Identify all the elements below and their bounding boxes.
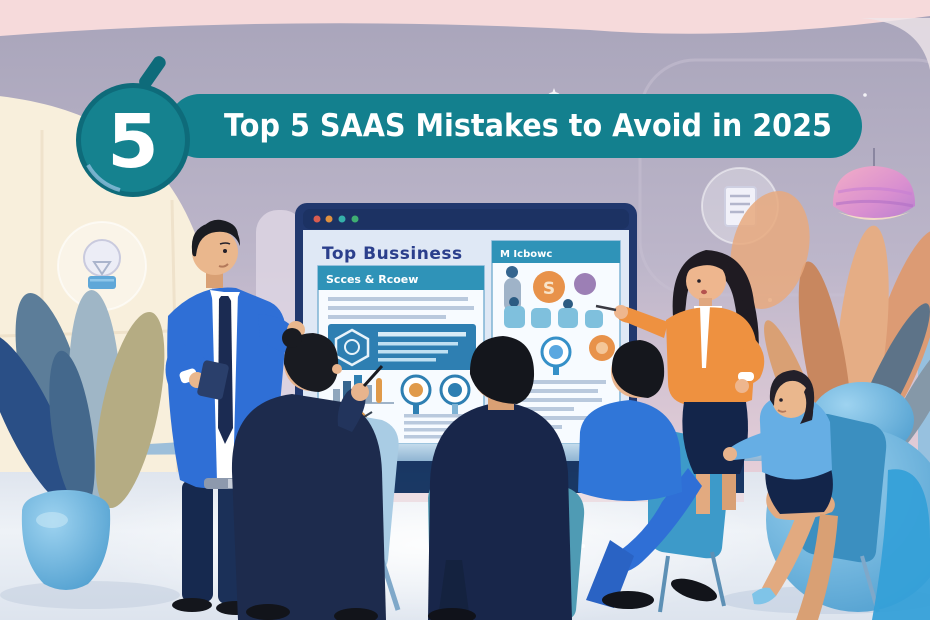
hair-back <box>611 340 665 398</box>
bob-hair <box>769 370 815 422</box>
hair <box>191 222 240 257</box>
pen <box>362 364 384 388</box>
seated-man-left <box>231 328 386 620</box>
window-dot-red <box>313 215 321 223</box>
coin-symbol: S <box>543 279 555 299</box>
coin-icon: S <box>533 271 565 303</box>
heel-shoe <box>752 587 776 605</box>
lower-leg <box>762 506 818 596</box>
title-banner-group: Top 5 SAAS Mistakes to Avoid in 2025 5 <box>76 56 862 197</box>
window-dot-green <box>351 215 359 223</box>
navy-skirt <box>682 402 748 474</box>
standing-woman-orange <box>595 250 765 514</box>
people <box>165 219 838 620</box>
screen-title-left: Top Bussiness <box>322 244 463 264</box>
tablet <box>197 360 229 400</box>
magnifier-badge-icon <box>540 335 615 375</box>
seated-man-blue <box>578 340 717 609</box>
face <box>772 380 810 418</box>
wall-leaf <box>730 191 810 309</box>
ceiling-pink-band <box>0 0 930 36</box>
ceiling-corner <box>860 18 930 70</box>
title-banner <box>168 94 862 158</box>
right-panel-title: M Icbowc <box>500 249 552 260</box>
pendant-lamp-icon <box>832 148 916 220</box>
seated-man-center <box>428 336 572 620</box>
navy-suit-back <box>428 402 572 620</box>
crossed-leg <box>600 468 702 573</box>
orange-blazer <box>666 307 756 408</box>
hand <box>614 305 628 319</box>
head <box>192 229 238 275</box>
window-dot-orange <box>325 215 333 223</box>
floor-shadow <box>0 581 180 609</box>
blue-jacket-back <box>578 400 682 501</box>
magnifier-badge-icon <box>400 374 471 414</box>
window-titlebar <box>303 209 629 229</box>
badge-stem <box>139 56 166 89</box>
pointer-stick <box>595 304 617 312</box>
shield-hexagon-icon <box>328 324 476 370</box>
seated-woman-right <box>723 370 838 620</box>
left-panel-title: Scces & Rcoew <box>326 273 418 286</box>
figure-row-icons <box>504 297 603 328</box>
slide-panel-left: Scces & Rcoew <box>317 265 485 445</box>
purple-dot-icon <box>574 273 596 295</box>
long-hair <box>672 250 759 390</box>
window-dot-teal <box>338 215 346 223</box>
blue-pot <box>21 490 111 590</box>
pointing-arm <box>616 306 668 338</box>
left-plant <box>0 290 165 590</box>
forward-arm <box>730 432 770 460</box>
hair-back <box>283 333 339 392</box>
banner-title-text: Top 5 SAAS Mistakes to Avoid in 2025 <box>224 108 832 144</box>
hip-arm <box>738 334 765 384</box>
badge-number-text: 5 <box>107 99 159 185</box>
face <box>686 261 726 301</box>
number-badge: 5 <box>76 56 190 197</box>
lightbulb-icon <box>57 221 147 311</box>
blouse <box>759 394 832 480</box>
navy-suit-back <box>231 394 386 620</box>
hair-back <box>469 336 535 404</box>
back-leg <box>796 514 838 620</box>
